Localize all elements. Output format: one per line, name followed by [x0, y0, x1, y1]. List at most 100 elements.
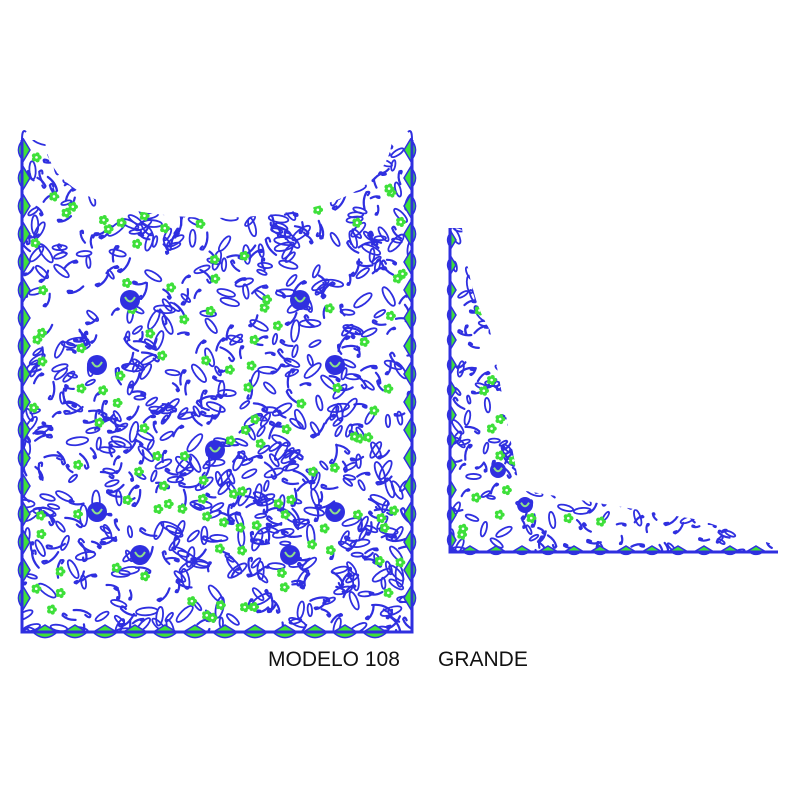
leaf-motif [229, 333, 244, 346]
flower-petal [662, 352, 667, 357]
scroll-motif [123, 335, 140, 352]
leaf-motif [241, 468, 258, 479]
flower-petal [719, 269, 724, 274]
leaf-motif [330, 565, 349, 575]
flower-center [101, 389, 105, 392]
leaf-motif [288, 449, 301, 461]
scroll-motif [767, 399, 775, 411]
flower-center [50, 608, 53, 611]
scroll-motif [128, 471, 135, 482]
leaf-motif [193, 264, 211, 275]
scroll-motif [123, 171, 139, 185]
scroll-motif [765, 249, 774, 263]
leaf-motif [94, 610, 110, 622]
flower-petal [137, 466, 142, 472]
leaf-motif [747, 426, 755, 443]
leaf-motif [34, 264, 50, 280]
flower-petal [249, 603, 254, 608]
leaf-motif [324, 278, 345, 288]
leaf-motif [645, 320, 662, 328]
scroll-motif [690, 324, 705, 330]
scroll-motif [337, 335, 351, 353]
flower-petal [158, 195, 163, 200]
leaf-motif [144, 269, 163, 283]
flower-petal [240, 606, 245, 612]
flower-petal [76, 384, 82, 389]
scroll-motif [629, 313, 636, 331]
flower-petal [140, 572, 145, 577]
leaf-motif [190, 363, 207, 383]
flower-petal [255, 443, 261, 448]
flower-petal [369, 406, 374, 412]
leaf-motif [110, 599, 128, 609]
scroll-motif [225, 324, 235, 341]
flower-petal [372, 157, 377, 162]
scroll-motif [507, 422, 519, 428]
scroll-motif [663, 541, 670, 552]
scroll-motif [80, 542, 88, 563]
scroll-motif [675, 233, 684, 240]
flower-petal [59, 593, 64, 599]
scroll-motif [618, 471, 629, 481]
flower-petal [296, 403, 301, 408]
scroll-motif [132, 340, 153, 350]
scroll-motif [575, 296, 583, 309]
corner-outline [448, 228, 778, 554]
leaf-motif [699, 258, 708, 276]
scroll-motif [732, 368, 740, 383]
flower-petal [609, 479, 614, 485]
scroll-motif [391, 225, 403, 240]
leaf-motif [596, 356, 608, 371]
flower-petal [198, 203, 204, 209]
scroll-motif [549, 313, 561, 322]
flower-center [283, 585, 286, 589]
scroll-motif [329, 443, 338, 465]
flower-petal [662, 349, 667, 354]
flower-center [198, 222, 202, 226]
flower-petal [311, 472, 316, 477]
flower-petal [240, 551, 246, 556]
flower-petal [486, 428, 492, 433]
flower-petal [522, 303, 527, 308]
flower-petal [629, 435, 634, 440]
scroll-motif [624, 362, 639, 373]
leaf-motif [22, 609, 34, 622]
scroll-motif [356, 471, 371, 478]
leaf-motif [209, 502, 225, 513]
flower-petal [308, 467, 313, 473]
leaf-motif [388, 578, 405, 591]
scroll-motif [550, 399, 562, 414]
scroll-motif [263, 461, 278, 480]
scroll-motif [227, 511, 242, 518]
scroll-motif [581, 522, 593, 533]
flower-petal [710, 423, 715, 428]
leaf-motif [527, 306, 543, 314]
flower-petal [103, 228, 109, 234]
flower-petal [561, 246, 566, 251]
flower-center [118, 374, 122, 377]
flower-petal [356, 515, 361, 520]
leaf-motif [164, 611, 174, 623]
flower-petal [202, 475, 207, 480]
leaf-motif [587, 367, 600, 376]
leaf-motif [220, 257, 228, 272]
leaf-motif [391, 237, 403, 244]
flower-petal [558, 339, 563, 345]
flower-petal [36, 530, 41, 535]
scroll-motif [303, 314, 316, 328]
scroll-motif [347, 566, 353, 582]
flower-petal [239, 251, 245, 257]
flower-petal [330, 467, 335, 472]
scroll-motif [361, 551, 374, 560]
flower-petal [35, 340, 41, 345]
flower-center [389, 314, 392, 318]
scroll-motif [184, 379, 191, 396]
flower-petal [308, 471, 313, 476]
flower-petal [201, 360, 206, 365]
leaf-motif [350, 551, 364, 558]
flower-petal [498, 509, 503, 515]
flower-petal [240, 169, 246, 174]
scroll-motif [324, 141, 338, 154]
flower-petal [265, 150, 271, 156]
leaf-motif [358, 528, 368, 541]
